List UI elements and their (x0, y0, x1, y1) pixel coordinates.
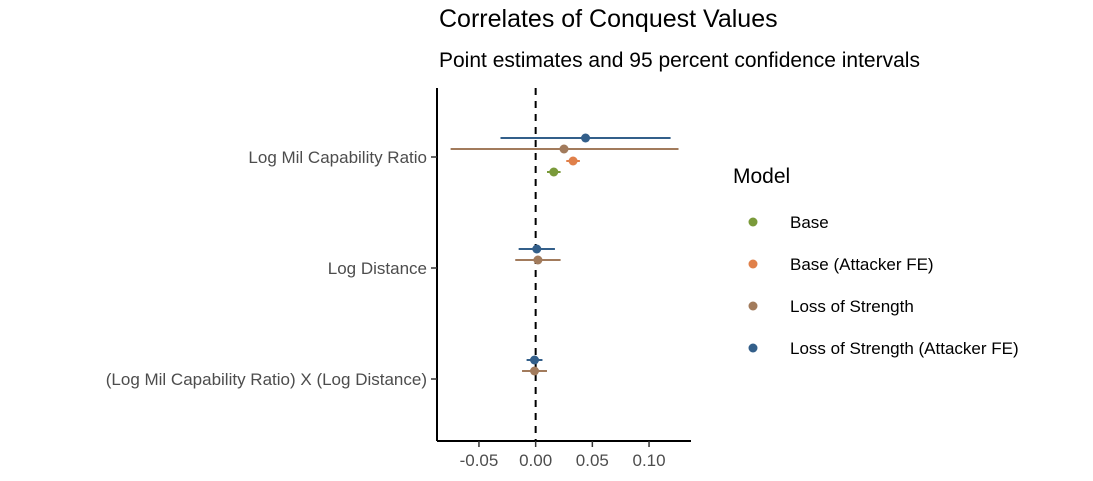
point-estimate (530, 355, 540, 365)
point-estimate (530, 366, 540, 376)
point-estimate (533, 255, 543, 265)
legend-key (748, 343, 758, 353)
legend-label: Base (Attacker FE) (790, 255, 934, 274)
point-estimate (559, 144, 569, 154)
legend-key (748, 301, 758, 311)
legend: Model Base Base (Attacker FE) Loss of Stre… (733, 165, 1019, 358)
x-tick-label: 0.00 (519, 451, 552, 470)
legend-key (748, 259, 758, 269)
legend-title: Model (733, 165, 790, 188)
x-tick-label: -0.05 (460, 451, 499, 470)
x-tick-label: 0.05 (576, 451, 609, 470)
legend-label: Loss of Strength (Attacker FE) (790, 339, 1019, 358)
point-estimate (532, 244, 542, 254)
legend-label: Loss of Strength (790, 297, 914, 316)
y-tick-label: Log Distance (328, 259, 427, 278)
point-estimate (549, 167, 559, 177)
plot-area: -0.05 0.00 0.05 0.10 Log Mil Capability Rati… (106, 88, 691, 470)
y-tick-label: (Log Mil Capability Ratio) X (Log Distan… (106, 370, 427, 389)
y-tick-label: Log Mil Capability Ratio (248, 148, 427, 167)
chart-subtitle: Point estimates and 95 percent confidenc… (439, 49, 920, 72)
chart-title: Correlates of Conquest Values (439, 5, 778, 33)
legend-label: Base (790, 213, 829, 232)
point-estimate (568, 156, 578, 166)
x-tick-label: 0.10 (632, 451, 665, 470)
legend-key (748, 217, 758, 227)
point-estimate (581, 133, 591, 143)
